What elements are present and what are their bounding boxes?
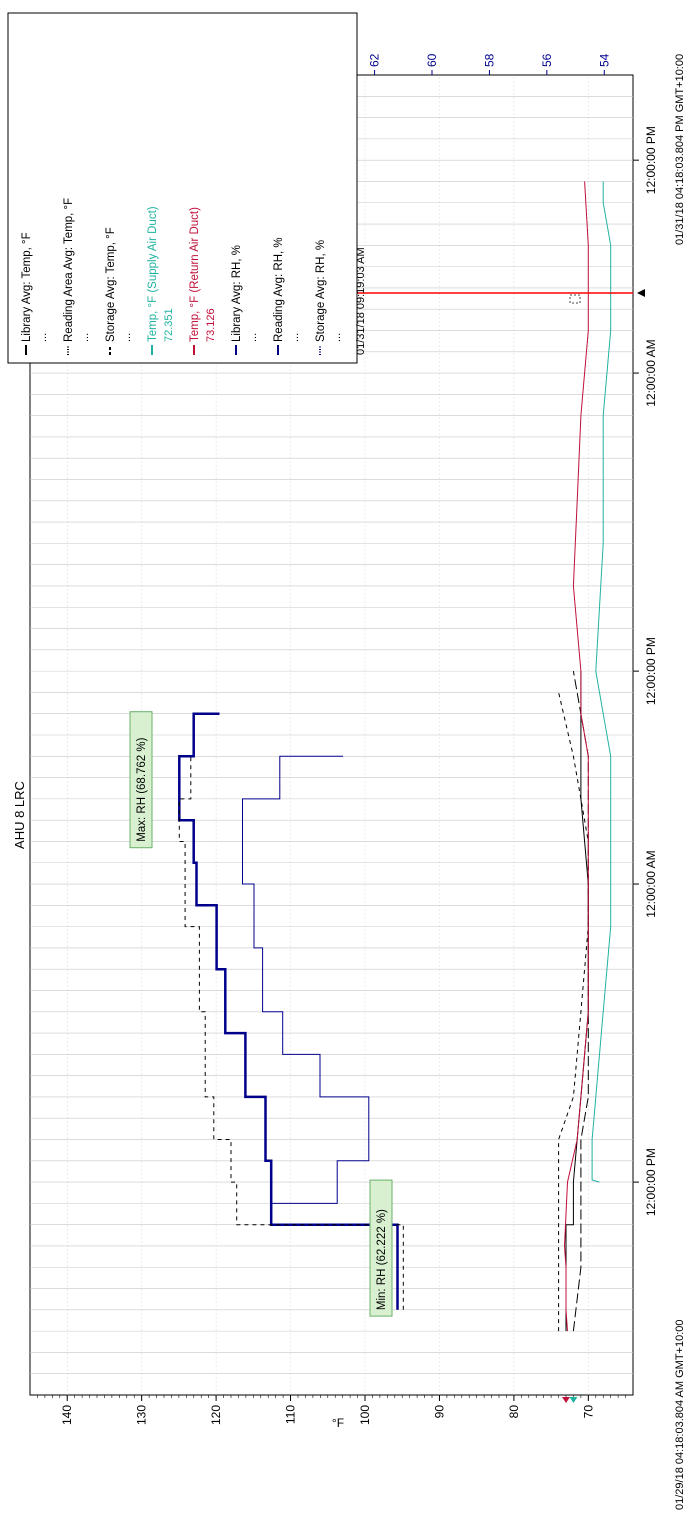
legend-entry-label: Storage Avg: RH, % <box>315 240 327 342</box>
legend: Library Avg: Temp, °F... Reading Area Avg… <box>7 12 367 364</box>
series-line-7 <box>242 755 370 1225</box>
x-tick-label: 12:00:00 PM <box>644 1148 658 1216</box>
series-line-6 <box>178 712 399 1310</box>
legend-entry-label: Library Avg: RH, % <box>231 245 243 342</box>
annotation-box <box>369 1179 393 1317</box>
legend-frame <box>7 12 358 364</box>
legend-entry-label: Temp, °F (Return Air Duct) <box>189 207 201 342</box>
annotation-label: Max: RH (68.762 %) <box>136 737 148 841</box>
y-left-tick-label: 80 <box>507 1405 521 1419</box>
series-line-3 <box>558 692 589 1332</box>
y-left-tick-label: 120 <box>209 1405 223 1425</box>
cursor-handle[interactable] <box>569 294 581 304</box>
y-left-tick-label: 130 <box>135 1405 149 1425</box>
legend-entry-value: ... <box>79 333 91 342</box>
legend-entry-label: Storage Avg: Temp, °F <box>105 227 117 342</box>
y-right-tick-label: 60 <box>425 53 439 67</box>
y-right-tick-label: 56 <box>540 53 554 67</box>
legend-entry-value: 73.126 <box>205 308 217 342</box>
y-right-tick-label: 58 <box>482 53 496 67</box>
y-left-tick-label: 110 <box>284 1405 298 1424</box>
series-line-8 <box>178 756 404 1310</box>
legend-entry-label: Library Avg: Temp, °F <box>21 232 33 342</box>
legend-cursor-time: 01/31/18 09:19:03 AM <box>355 247 367 355</box>
x-tick-label: 12:00:00 AM <box>644 850 658 917</box>
cursor-marker-icon <box>637 289 645 297</box>
y-left-tick-label: 90 <box>432 1405 446 1419</box>
y-left-tick-label: 100 <box>358 1405 372 1425</box>
legend-entry-value: 72.351 <box>163 308 175 342</box>
y-left-tick-label: 140 <box>60 1405 74 1425</box>
x-tick-label: 12:00:00 AM <box>644 339 658 406</box>
y-right-tick-label: 54 <box>597 53 611 67</box>
legend-entry-value: ... <box>289 333 301 342</box>
x-start-label: 01/29/18 04:18:03.804 AM GMT+10:00 <box>674 1320 686 1511</box>
series-line-5 <box>563 181 589 1332</box>
legend-entry-value: ... <box>247 333 259 342</box>
y-left-tick-label: 70 <box>581 1405 595 1419</box>
legend-entry-value: ... <box>121 333 133 342</box>
legend-entry-value: ... <box>37 333 49 342</box>
legend-entry-value: ... <box>331 333 343 342</box>
legend-entry-label: Reading Area Avg: Temp, °F <box>63 198 75 342</box>
x-tick-label: 12:00:00 PM <box>644 637 658 705</box>
y-left-label: °F <box>332 1416 344 1430</box>
annotation-box <box>129 711 153 849</box>
series-start-marker-icon <box>569 1397 578 1403</box>
series-line-4 <box>591 181 612 1183</box>
y-right-tick-label: 62 <box>368 53 382 67</box>
chart-title: AHU 8 LRC <box>12 781 27 849</box>
series-start-marker-icon <box>562 1397 570 1403</box>
legend-entry-label: Reading Avg: RH, % <box>273 237 285 342</box>
x-tick-label: 12:00:00 PM <box>644 126 658 194</box>
annotation-label: Min: RH (62.222 %) <box>376 1209 388 1310</box>
legend-entry-label: Temp, °F (Supply Air Duct) <box>147 206 159 342</box>
x-end-label: 01/31/18 04:18:03.804 PM GMT+10:00 <box>674 54 686 245</box>
